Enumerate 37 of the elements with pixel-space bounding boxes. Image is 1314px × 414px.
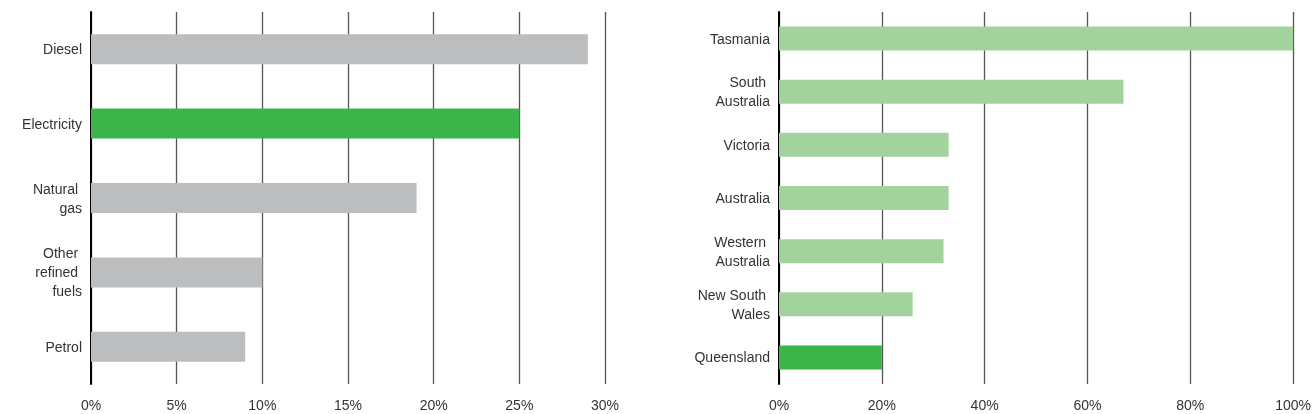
x-tick-label: 60%: [1073, 397, 1102, 413]
y-tick-label: Diesel: [43, 41, 82, 58]
bar: [779, 292, 913, 317]
x-tick-label: 25%: [505, 397, 534, 413]
bar: [779, 239, 944, 264]
y-tick-label: South Australia: [715, 74, 771, 110]
x-tick-label: 100%: [1275, 397, 1311, 413]
bar: [91, 257, 263, 288]
bar: [779, 186, 949, 210]
bar: [91, 331, 246, 362]
x-tick-label: 5%: [166, 397, 187, 413]
x-tick-label: 15%: [333, 397, 363, 413]
bar: [779, 79, 1124, 104]
x-tick-label: 0%: [768, 397, 790, 413]
bar: [91, 34, 588, 65]
x-tick-label: 30%: [590, 397, 620, 413]
bar: [779, 26, 1294, 51]
bar: [779, 345, 882, 370]
y-tick-label: Australia: [715, 190, 771, 206]
x-tick-label: 40%: [970, 397, 999, 413]
y-tick-label: Victoria: [723, 136, 771, 153]
y-tick-label: Electricity: [22, 115, 82, 132]
y-tick-label: Western Australia: [714, 233, 771, 269]
x-tick-label: 0%: [80, 397, 102, 413]
bar: [91, 183, 417, 213]
y-tick-label: Queensland: [694, 349, 770, 366]
y-tick-label: Tasmania: [710, 30, 771, 47]
x-tick-label: 20%: [419, 397, 448, 413]
y-tick-label: New South Wales: [697, 286, 770, 322]
y-tick-label: Other refined fuels: [35, 245, 82, 300]
y-tick-label: Natural gas: [32, 180, 82, 216]
x-tick-label: 20%: [867, 397, 896, 413]
x-tick-label: 10%: [248, 397, 277, 413]
bar: [91, 108, 520, 139]
y-tick-label: Petrol: [45, 338, 82, 355]
x-tick-label: 80%: [1176, 397, 1205, 413]
bar: [779, 132, 949, 157]
